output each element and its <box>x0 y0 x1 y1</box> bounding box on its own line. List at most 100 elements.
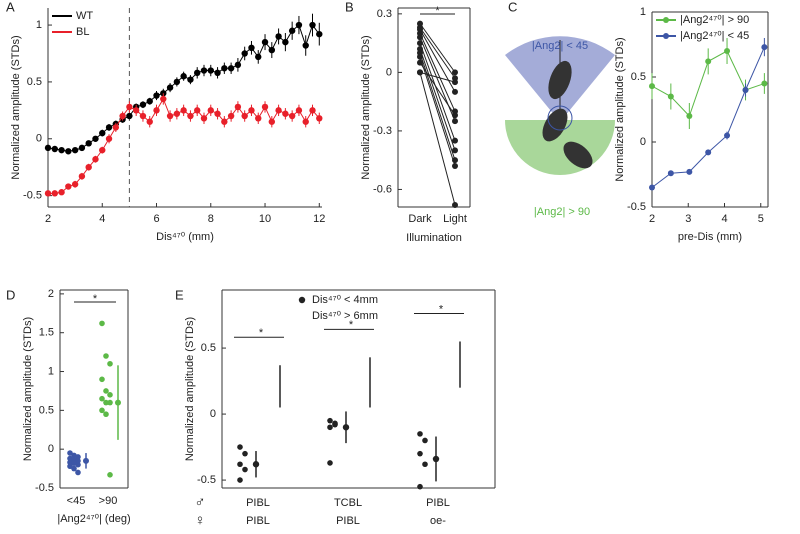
point <box>422 437 428 444</box>
point <box>705 149 712 156</box>
pair-line <box>419 71 456 83</box>
point <box>649 83 655 90</box>
point <box>99 376 105 383</box>
point <box>417 53 423 60</box>
point <box>166 84 174 91</box>
point <box>160 95 167 103</box>
pair-line <box>419 37 456 122</box>
point <box>112 124 120 131</box>
x-tick-label: 4 <box>721 213 727 225</box>
panel-label: A <box>6 0 15 14</box>
y-tick-label: -0.5 <box>627 201 646 213</box>
point <box>241 112 248 120</box>
point <box>51 145 58 153</box>
point <box>452 79 458 86</box>
point <box>452 112 458 119</box>
sex-label: ♂ <box>194 494 205 511</box>
x-tick-label: 4 <box>99 213 105 225</box>
y-tick-label: 0 <box>48 443 54 455</box>
x-tick-label: Light <box>443 213 467 225</box>
point <box>417 431 423 437</box>
point <box>255 115 262 122</box>
y-tick-label: 0.3 <box>377 8 392 20</box>
pair-line <box>419 33 456 112</box>
point <box>417 34 423 41</box>
y-tick-label: 1.5 <box>39 327 54 339</box>
point <box>761 44 768 51</box>
point <box>255 53 262 61</box>
y-tick-label: 0.5 <box>39 404 54 416</box>
point <box>316 115 323 122</box>
point <box>332 421 338 428</box>
point <box>78 144 86 152</box>
point <box>705 58 712 65</box>
point <box>173 110 181 117</box>
point <box>261 38 269 46</box>
fly-icon <box>542 108 568 142</box>
point <box>227 65 235 72</box>
y-axis-label: Normalized amplitude (STDs) <box>10 35 22 179</box>
point <box>99 129 106 137</box>
point <box>200 67 208 74</box>
point <box>99 395 105 402</box>
x-tick-label: 2 <box>45 213 51 225</box>
y-tick-label: 0.5 <box>201 342 216 354</box>
point <box>200 115 208 122</box>
y-tick-label: -0.5 <box>23 190 42 202</box>
point <box>58 146 65 154</box>
y-tick-label: 2 <box>48 288 54 300</box>
point <box>107 399 113 406</box>
point <box>221 65 228 72</box>
point <box>103 353 109 359</box>
x-axis-label: |Ang2⁴⁷⁰| (deg) <box>57 513 130 525</box>
pair-line <box>419 72 456 206</box>
point <box>71 465 77 472</box>
legend-label: |Ang2⁴⁷⁰| > 90 <box>680 14 749 26</box>
point <box>139 101 147 108</box>
point <box>146 118 153 125</box>
x-tick-label: >90 <box>99 495 118 507</box>
mean-point <box>83 457 89 464</box>
y-tick-label: 0 <box>210 408 216 420</box>
point <box>667 93 674 100</box>
pair-line <box>419 23 456 73</box>
point <box>207 67 214 74</box>
x-tick-label: 8 <box>208 213 214 225</box>
x-tick-label: 3 <box>685 213 691 225</box>
point <box>51 190 58 197</box>
panel-label: C <box>508 0 517 14</box>
group-label: PIBL <box>246 515 270 527</box>
point <box>417 59 423 66</box>
significance: * <box>93 293 98 305</box>
point <box>417 40 423 47</box>
point <box>248 107 255 114</box>
point <box>761 80 768 87</box>
point <box>452 202 458 209</box>
point <box>302 118 309 125</box>
mean-point <box>115 399 121 406</box>
point <box>71 146 79 154</box>
mean-point <box>252 461 260 468</box>
fly-icon <box>548 60 572 100</box>
mean-point <box>432 455 440 463</box>
y-tick-label: 1 <box>48 365 54 377</box>
point <box>99 407 105 414</box>
point <box>85 140 92 147</box>
point <box>667 170 674 177</box>
legend-marker <box>663 17 669 23</box>
x-tick-label: 10 <box>259 213 271 225</box>
point <box>139 112 147 120</box>
point <box>75 461 81 468</box>
y-tick-label: 0 <box>640 136 646 148</box>
point <box>452 69 458 76</box>
group-label: TCBL <box>334 497 362 509</box>
point <box>268 118 276 125</box>
orientation-diagram: |Ang2| < 45 |Ang2| > 90 <box>505 36 615 218</box>
point <box>237 444 243 450</box>
point <box>166 112 174 120</box>
point <box>275 107 282 114</box>
point <box>99 320 105 327</box>
point <box>282 110 289 117</box>
point <box>153 92 160 99</box>
